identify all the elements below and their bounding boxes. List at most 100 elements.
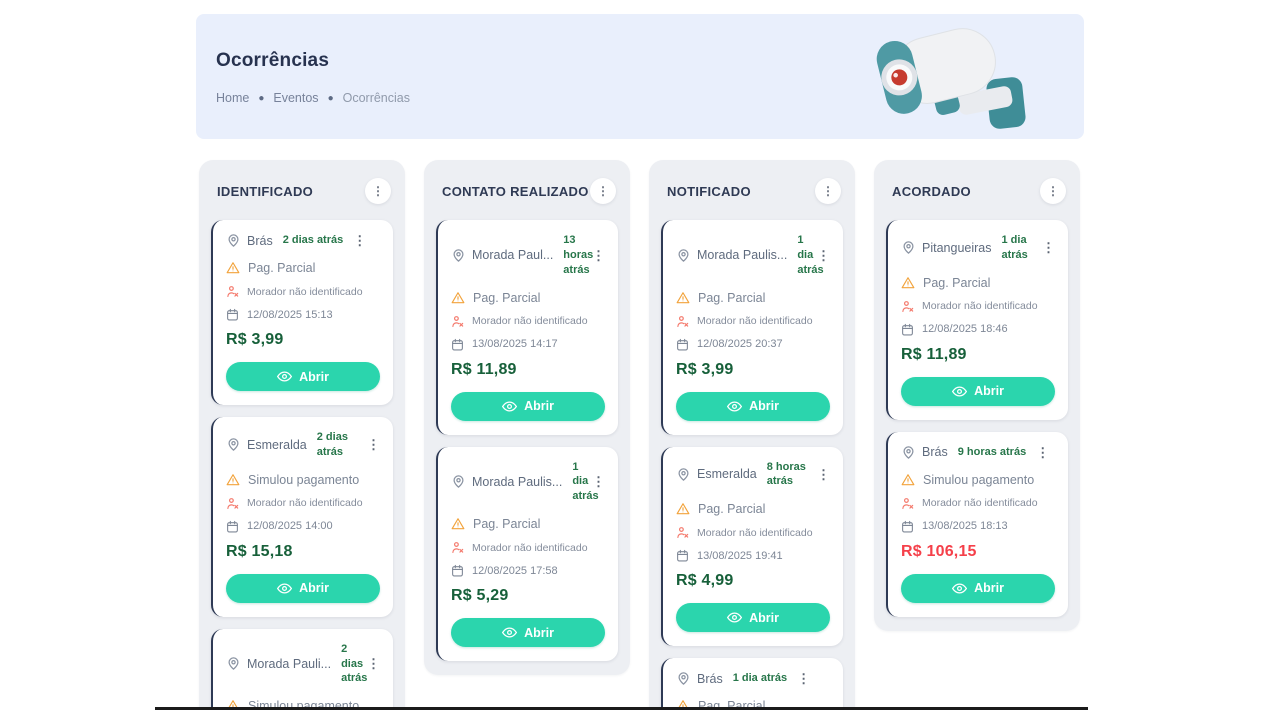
open-button[interactable]: Abrir <box>226 573 380 603</box>
location-pin-icon <box>226 233 241 248</box>
occurrence-card[interactable]: Esmeralda 2 dias atrás ⋮ Simulou pagamen… <box>211 417 393 617</box>
reason-row: Simulou pagamento <box>901 473 1055 487</box>
card-location: Morada Paul... <box>472 248 554 263</box>
open-button[interactable]: Abrir <box>676 391 830 421</box>
card-kebab-menu-icon[interactable]: ⋮ <box>367 437 380 453</box>
card-reason: Pag. Parcial <box>698 290 766 305</box>
column-header: ACORDADO ⋮ <box>886 172 1068 220</box>
occurrence-card[interactable]: Morada Paulis... 1 dia atrás ⋮ Pag. Parc… <box>661 220 843 435</box>
datetime-row: 12/08/2025 14:00 <box>226 520 380 533</box>
card-header: Brás 9 horas atrás ⋮ <box>901 445 1055 460</box>
card-location: Esmeralda <box>247 437 307 452</box>
card-datetime: 12/08/2025 17:58 <box>472 564 558 577</box>
card-header: Esmeralda 8 horas atrás ⋮ <box>676 460 830 490</box>
open-button[interactable]: Abrir <box>226 362 380 391</box>
location-pin-icon <box>676 467 691 482</box>
card-kebab-menu-icon[interactable]: ⋮ <box>817 466 830 482</box>
person-x-icon <box>901 497 914 510</box>
calendar-icon <box>676 549 689 562</box>
resident-row: Morador não identificado <box>676 526 830 539</box>
person-x-icon <box>226 497 239 510</box>
occurrence-card[interactable]: Brás 2 dias atrás ⋮ Pag. Parcial <box>211 220 393 405</box>
column-kebab-menu-icon[interactable]: ⋮ <box>590 178 616 204</box>
resident-row: Morador não identificado <box>451 541 605 554</box>
card-time-ago: 9 horas atrás <box>957 445 1027 458</box>
card-resident-status: Morador não identificado <box>472 315 588 328</box>
occurrence-card[interactable]: Morada Paulis... 1 dia atrás ⋮ Pag. Parc… <box>436 446 618 662</box>
datetime-row: 13/08/2025 18:13 <box>901 520 1055 533</box>
card-datetime: 12/08/2025 15:13 <box>247 308 333 321</box>
resident-row: Morador não identificado <box>226 285 380 298</box>
eye-icon <box>952 386 968 397</box>
person-x-icon <box>451 315 464 328</box>
warning-triangle-icon <box>901 473 915 487</box>
breadcrumb-separator: ● <box>258 92 265 104</box>
open-button-label: Abrir <box>524 625 554 640</box>
location-pin-icon <box>676 671 691 686</box>
resident-row: Morador não identificado <box>676 315 830 328</box>
card-kebab-menu-icon[interactable]: ⋮ <box>797 671 811 687</box>
card-resident-status: Morador não identificado <box>247 497 363 510</box>
location-pin-icon <box>901 445 916 460</box>
warning-triangle-icon <box>676 291 690 305</box>
card-resident-status: Morador não identificado <box>922 300 1038 313</box>
column-kebab-menu-icon[interactable]: ⋮ <box>365 178 391 204</box>
card-location: Pitangueiras <box>922 240 992 255</box>
column-kebab-menu-icon[interactable]: ⋮ <box>1040 178 1066 204</box>
eye-icon <box>727 401 743 412</box>
column-kebab-menu-icon[interactable]: ⋮ <box>815 178 841 204</box>
card-datetime: 13/08/2025 18:13 <box>922 520 1008 533</box>
card-resident-status: Morador não identificado <box>697 526 813 539</box>
card-value: R$ 3,99 <box>226 331 284 348</box>
viewport-bottom-edge <box>155 707 1088 710</box>
resident-row: Morador não identificado <box>451 315 605 328</box>
card-reason: Pag. Parcial <box>248 261 316 275</box>
card-reason: Pag. Parcial <box>473 517 541 532</box>
card-kebab-menu-icon[interactable]: ⋮ <box>353 233 367 248</box>
card-value: R$ 106,15 <box>901 542 977 560</box>
card-reason: Simulou pagamento <box>248 472 360 487</box>
card-kebab-menu-icon[interactable]: ⋮ <box>1042 240 1055 256</box>
card-kebab-menu-icon[interactable]: ⋮ <box>592 247 605 263</box>
page-title: Ocorrências <box>216 50 330 71</box>
board: IDENTIFICADO ⋮ Brás 2 dias atrás ⋮ <box>199 160 1080 720</box>
datetime-row: 12/08/2025 20:37 <box>676 338 830 351</box>
occurrence-card[interactable]: Pitangueiras 1 dia atrás ⋮ Pag. Parcial <box>886 220 1068 420</box>
warning-triangle-icon <box>226 261 240 275</box>
occurrence-card[interactable]: Esmeralda 8 horas atrás ⋮ Pag. Parcial <box>661 446 843 647</box>
bottom-margin <box>0 710 1280 720</box>
reason-row: Pag. Parcial <box>676 291 830 305</box>
card-kebab-menu-icon[interactable]: ⋮ <box>367 656 380 672</box>
card-time-ago: 1 dia atrás <box>572 460 599 503</box>
page-header: Ocorrências Home ● Eventos ● Ocorrências <box>196 14 1084 139</box>
open-button[interactable]: Abrir <box>451 618 605 648</box>
open-button[interactable]: Abrir <box>676 603 830 633</box>
column-title: ACORDADO <box>892 183 971 199</box>
datetime-row: 12/08/2025 15:13 <box>226 308 380 321</box>
card-kebab-menu-icon[interactable]: ⋮ <box>817 247 830 263</box>
card-value: R$ 15,18 <box>226 542 293 560</box>
kanban-column: ACORDADO ⋮ Pitangueiras 1 dia atrás ⋮ <box>874 160 1080 631</box>
card-header: Morada Paulis... 1 dia atrás ⋮ <box>676 233 830 278</box>
breadcrumb-eventos[interactable]: Eventos <box>273 91 319 105</box>
resident-row: Morador não identificado <box>901 497 1055 510</box>
open-button[interactable]: Abrir <box>451 391 605 421</box>
card-kebab-menu-icon[interactable]: ⋮ <box>592 474 605 490</box>
open-button[interactable]: Abrir <box>901 573 1055 603</box>
warning-triangle-icon <box>451 517 465 531</box>
occurrence-card[interactable]: Morada Paul... 13 horas atrás ⋮ Pag. Par… <box>436 220 618 435</box>
person-x-icon <box>676 526 689 539</box>
card-location: Morada Paulis... <box>472 474 563 489</box>
datetime-row: 12/08/2025 18:46 <box>901 323 1055 336</box>
breadcrumb: Home ● Eventos ● Ocorrências <box>216 91 410 105</box>
occurrence-card[interactable]: Brás 9 horas atrás ⋮ Simulou pagamento <box>886 431 1068 617</box>
occurrence-card[interactable]: Morada Pauli... 2 dias atrás ⋮ Simulou p… <box>211 628 393 720</box>
open-button[interactable]: Abrir <box>901 376 1055 406</box>
reason-row: Pag. Parcial <box>901 276 1055 290</box>
card-reason: Pag. Parcial <box>473 290 541 305</box>
breadcrumb-home[interactable]: Home <box>216 91 250 105</box>
card-location: Brás <box>922 445 948 460</box>
card-kebab-menu-icon[interactable]: ⋮ <box>1036 444 1050 460</box>
card-time-ago: 2 dias atrás <box>316 431 348 458</box>
card-value: R$ 5,29 <box>451 587 509 605</box>
